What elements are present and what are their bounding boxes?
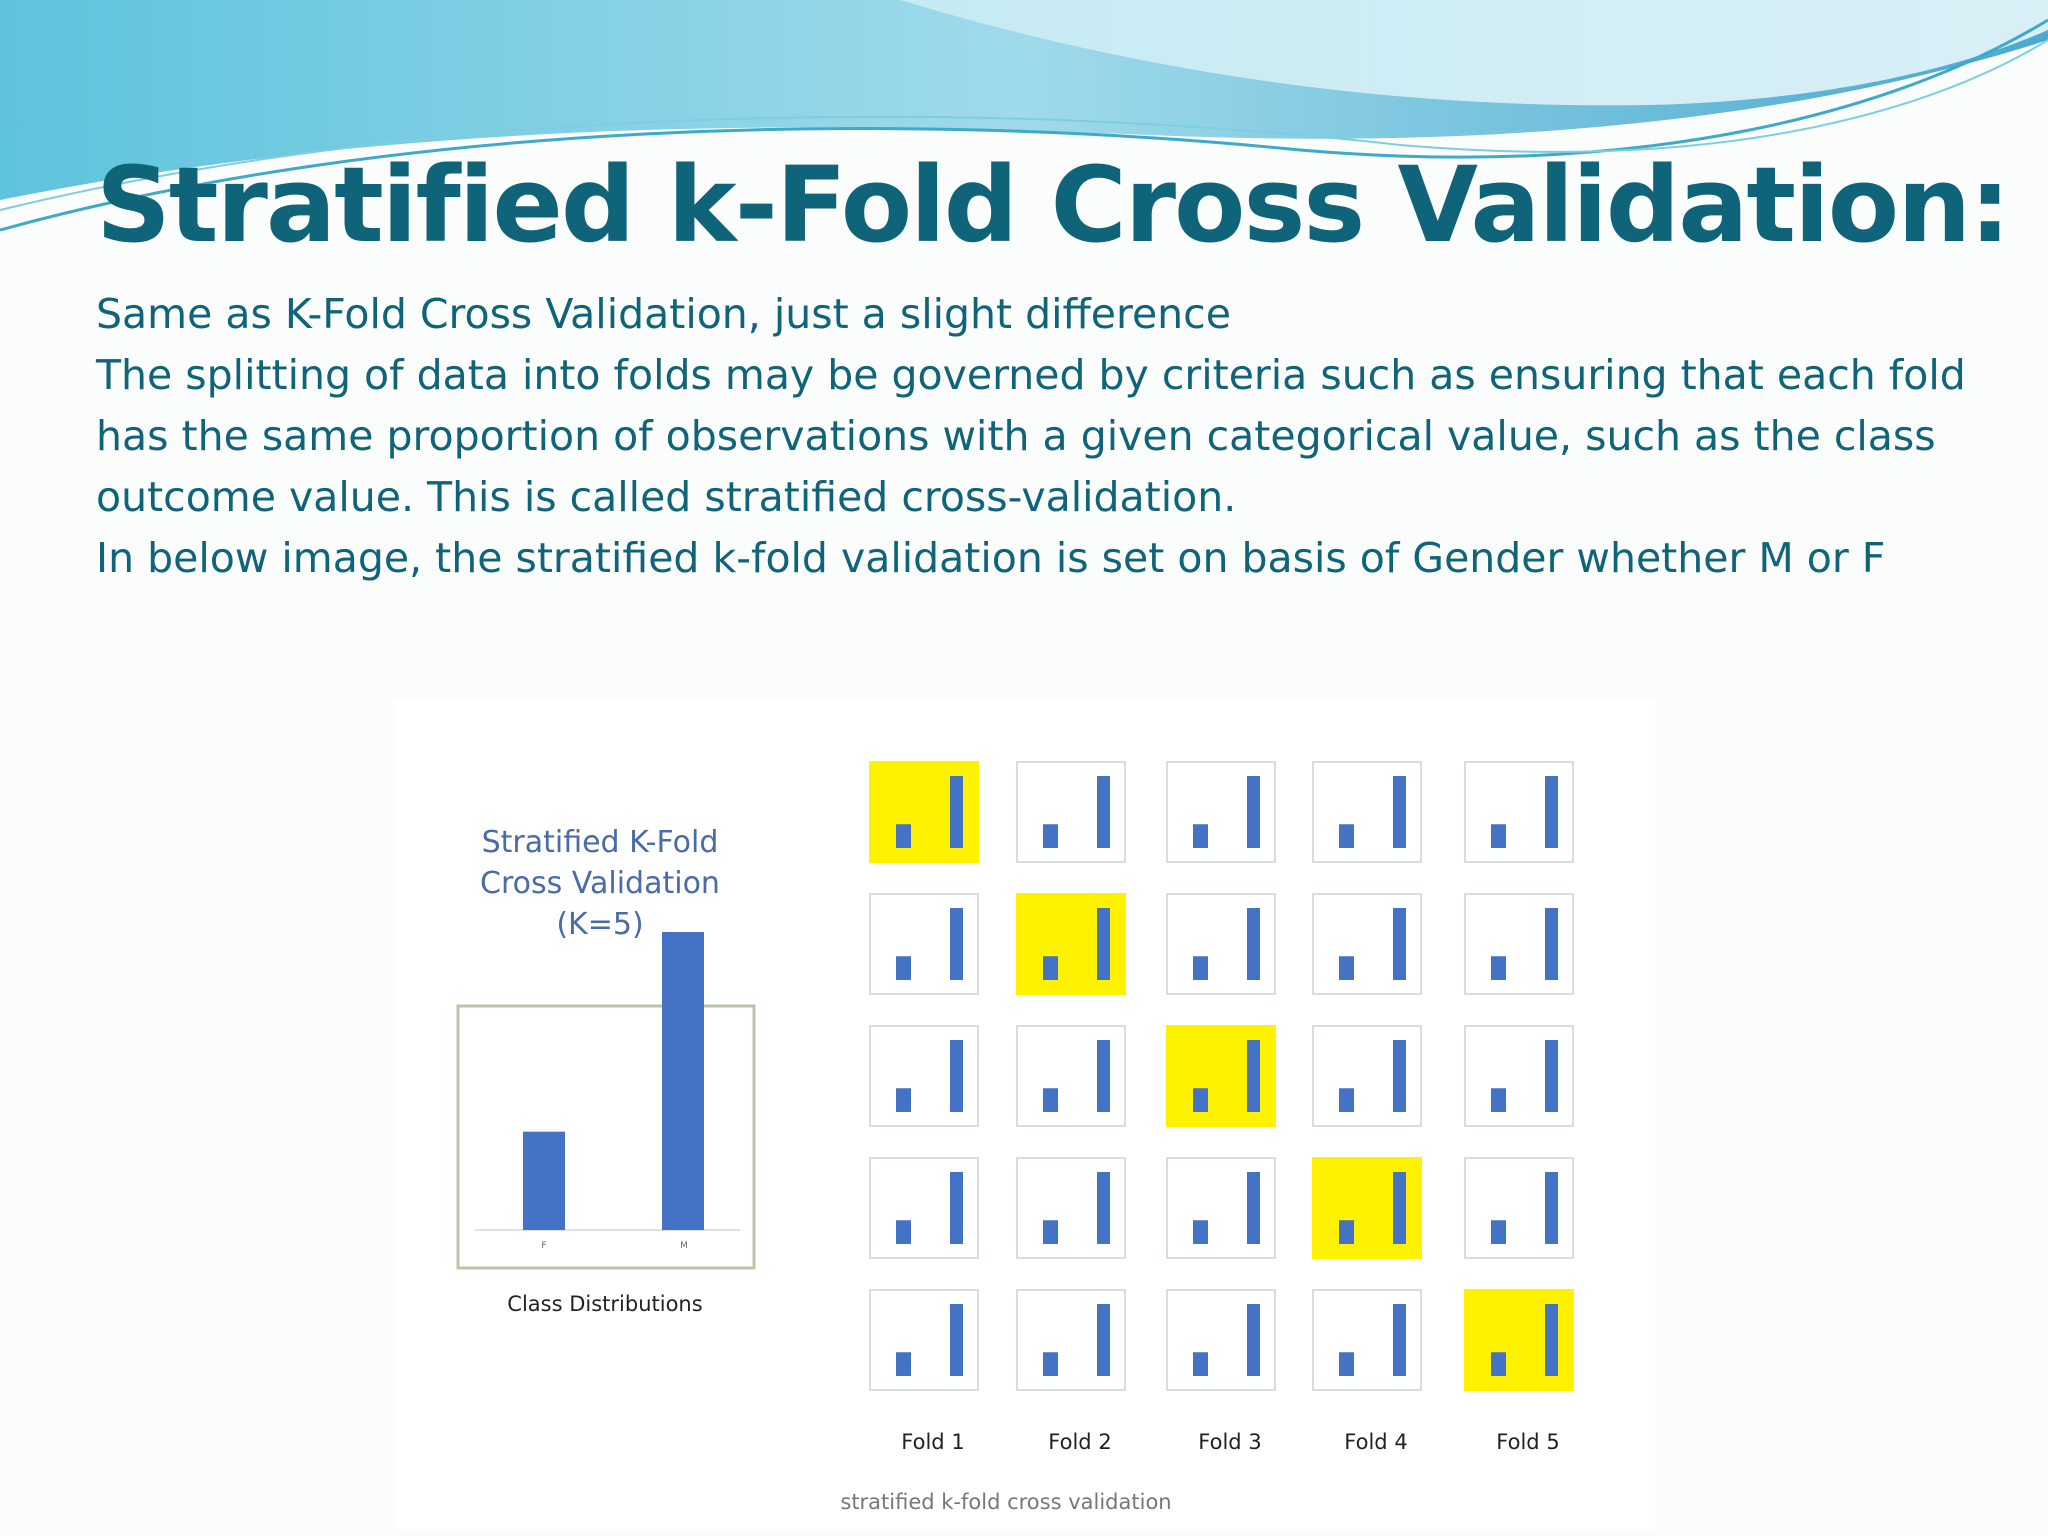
fold-bar-m <box>1545 1172 1558 1244</box>
fold-bar-f <box>1043 1220 1058 1244</box>
fold-bar-m <box>1247 1040 1260 1112</box>
fold-bar-f <box>1339 824 1354 848</box>
fold-bar-f <box>1339 956 1354 980</box>
fold-bar-m <box>1097 1304 1110 1376</box>
fold-bar-f <box>1043 956 1058 980</box>
fold-label: Fold 2 <box>1048 1430 1112 1454</box>
stratified-kfold-diagram: Stratified K-Fold Cross Validation (K=5)… <box>395 700 1655 1530</box>
class-distributions-label: Class Distributions <box>507 1292 703 1316</box>
slide-title: Stratified k-Fold Cross Validation: <box>96 144 2011 266</box>
class-distribution-box <box>456 1004 756 1270</box>
diagram-title: Stratified K-Fold Cross Validation (K=5) <box>425 822 775 945</box>
fold-bar-f <box>1043 1352 1058 1376</box>
fold-bar-f <box>896 1088 911 1112</box>
fold-bar-m <box>1545 776 1558 848</box>
body-line: The splitting of data into folds may be … <box>96 351 1966 521</box>
diagram-title-line: Cross Validation <box>480 866 720 901</box>
fold-label: Fold 4 <box>1344 1430 1408 1454</box>
fold-label: Fold 1 <box>901 1430 965 1454</box>
class-distribution-bar-m <box>662 932 704 1230</box>
fold-bar-f <box>1043 824 1058 848</box>
fold-bar-f <box>896 824 911 848</box>
body-line: In below image, the stratified k-fold va… <box>96 534 1886 582</box>
fold-bar-f <box>1193 1220 1208 1244</box>
fold-label: Fold 5 <box>1496 1430 1560 1454</box>
fold-bar-m <box>950 908 963 980</box>
fold-bar-m <box>1097 776 1110 848</box>
fold-bar-m <box>1545 908 1558 980</box>
fold-bar-m <box>1393 908 1406 980</box>
fold-bar-m <box>1393 1304 1406 1376</box>
fold-label: Fold 3 <box>1198 1430 1262 1454</box>
diagram-graphics: F M <box>456 761 1574 1391</box>
fold-bar-f <box>1339 1220 1354 1244</box>
fold-bar-f <box>1193 956 1208 980</box>
fold-bar-m <box>1097 1040 1110 1112</box>
fold-bar-f <box>1491 956 1506 980</box>
fold-bar-m <box>950 1304 963 1376</box>
fold-bar-m <box>1247 1304 1260 1376</box>
fold-bar-m <box>950 1040 963 1112</box>
fold-bar-m <box>1393 1040 1406 1112</box>
fold-bar-f <box>1339 1088 1354 1112</box>
diagram-title-line: Stratified K-Fold <box>481 825 719 860</box>
fold-bar-f <box>896 1352 911 1376</box>
fold-bar-f <box>1043 1088 1058 1112</box>
figure-caption: stratified k-fold cross validation <box>840 1490 1172 1514</box>
fold-bar-m <box>1247 776 1260 848</box>
fold-bar-f <box>896 1220 911 1244</box>
fold-bar-m <box>1097 1172 1110 1244</box>
fold-bar-f <box>1193 1088 1208 1112</box>
fold-bar-m <box>950 776 963 848</box>
fold-bar-m <box>1097 908 1110 980</box>
fold-bar-f <box>1491 1352 1506 1376</box>
fold-bar-f <box>1193 1352 1208 1376</box>
fold-bar-f <box>896 956 911 980</box>
class-distribution-bar-f <box>523 1131 565 1230</box>
fold-bar-f <box>1491 1220 1506 1244</box>
class-distribution-tick-label: M <box>680 1241 688 1251</box>
fold-bar-m <box>1393 776 1406 848</box>
fold-bar-f <box>1491 824 1506 848</box>
fold-bar-f <box>1193 824 1208 848</box>
fold-bar-m <box>1545 1304 1558 1376</box>
fold-bar-m <box>1247 1172 1260 1244</box>
slide-body: Same as K-Fold Cross Validation, just a … <box>96 284 1976 589</box>
body-line: Same as K-Fold Cross Validation, just a … <box>96 290 1231 338</box>
fold-bar-f <box>1491 1088 1506 1112</box>
fold-bar-m <box>1393 1172 1406 1244</box>
header-wave-decoration <box>0 0 2048 232</box>
fold-bar-m <box>1545 1040 1558 1112</box>
fold-bar-f <box>1339 1352 1354 1376</box>
fold-bar-m <box>1247 908 1260 980</box>
diagram-title-line: (K=5) <box>556 907 644 942</box>
fold-grid <box>869 761 1574 1391</box>
class-distribution-tick-label: F <box>541 1241 546 1251</box>
fold-bar-m <box>950 1172 963 1244</box>
